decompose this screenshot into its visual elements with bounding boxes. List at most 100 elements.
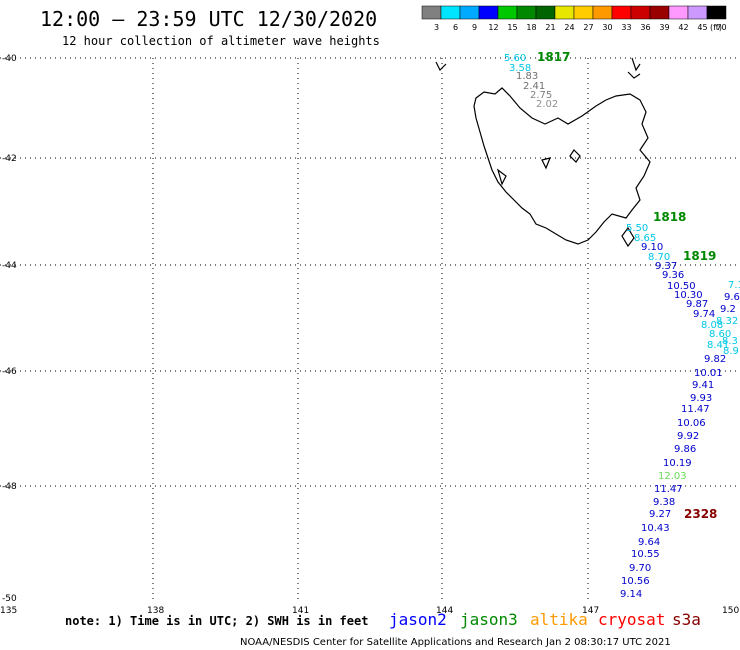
colorbar-swatch [573,5,594,20]
swh-value-label: 9.87 [686,299,708,310]
colorbar-label: 15 [507,23,517,32]
swh-value-label: 2.41 [523,81,545,92]
swh-value-label: 8.70 [648,252,670,263]
lat-label: -44 [2,261,17,271]
swh-value-label: 9.74 [693,309,715,320]
credit-line: NOAA/NESDIS Center for Satellite Applica… [240,637,671,648]
colorbar-label: 18 [526,23,536,32]
swh-value-label: 10.43 [641,523,670,534]
lat-label: -48 [2,482,17,492]
colorbar-swatch [516,5,537,20]
lon-label: 135 [0,606,17,616]
colorbar-swatch [611,5,632,20]
swh-value-label: 9.10 [641,242,663,253]
swh-value-label: 1.83 [516,71,538,82]
colorbar-label: 39 [659,23,669,32]
swh-value-label: 8.60 [709,329,731,340]
swh-value-label: 9.64 [638,537,660,548]
colorbar-swatch [478,5,499,20]
satellite-legend: jason2 jason3 altika cryosat s3a [389,610,701,629]
swh-value-label: 9.93 [690,393,712,404]
colorbar-label: 70 [716,23,726,32]
swh-value-label: 9.82 [704,354,726,365]
lat-label: -46 [2,367,17,377]
colorbar-swatch [706,5,727,20]
swh-value-label: 8.9 [723,346,739,357]
colorbar-label: 12 [488,23,498,32]
colorbar-swatch [668,5,689,20]
swh-value-label: 9.27 [649,509,671,520]
swh-value-label: 10.19 [663,458,692,469]
colorbar-label: 24 [564,23,574,32]
swh-value-label: 9.2 [720,304,736,315]
swh-value-label: 10.01 [694,368,723,379]
tasmania-coastline [435,57,651,248]
map-title: 12:00 – 23:59 UTC 12/30/2020 [40,7,377,31]
pass-id-label: 1817 [537,50,570,64]
swh-value-label: 10.06 [677,418,706,429]
lon-label: 150 [722,606,739,616]
swh-value-label: 9.37 [655,261,677,272]
swh-value-label: 9.14 [620,589,642,600]
lat-label: -50 [2,594,17,604]
colorbar-swatch [421,5,442,20]
colorbar-swatch [649,5,670,20]
colorbar-unit: (ft) [710,23,722,32]
colorbar-swatch [592,5,613,20]
swh-value-label: 9.92 [677,431,699,442]
colorbar-swatch [497,5,518,20]
swh-value-label: 8.3 [722,336,738,347]
lat-label: -42 [2,154,17,164]
lon-label: 144 [436,606,453,616]
pass-id-label: 1819 [683,249,716,263]
colorbar-swatch [630,5,651,20]
colorbar-label: 30 [602,23,612,32]
colorbar-label: 3 [434,23,439,32]
colorbar-label: 21 [545,23,555,32]
colorbar-label: 27 [583,23,593,32]
footer-note: note: 1) Time is in UTC; 2) SWH is in fe… [65,614,368,628]
colorbar-label: 42 [678,23,688,32]
color-scale-legend: 3 6 9 12 15 18 21 24 27 30 33 36 39 42 45 70(ft) [421,5,727,32]
colorbar-label: 9 [472,23,477,32]
colorbar-label: 6 [453,23,458,32]
swh-value-label: 11.47 [681,404,710,415]
colorbar-swatch [440,5,461,20]
swh-value-label: 10.56 [621,576,650,587]
swh-value-label: 7.1 [728,280,740,291]
swh-value-label: 10.55 [631,549,660,560]
lon-label: 138 [147,606,164,616]
satellite-legend-altika: altika [530,610,588,629]
swh-value-label: 8.08 [701,320,723,331]
swh-value-label: 9.86 [674,444,696,455]
lon-label: 147 [582,606,599,616]
swh-value-label: 8.32 [716,316,738,327]
satellite-legend-cryosat: cryosat [598,610,665,629]
swh-value-label: 8.65 [634,233,656,244]
swh-value-label: 10.30 [674,290,703,301]
colorbar-swatch [687,5,708,20]
colorbar-swatch [535,5,556,20]
satellite-legend-s3a: s3a [672,610,701,629]
swh-value-label: 9.36 [662,270,684,281]
pass-id-label: 2328 [684,507,717,521]
lon-label: 141 [292,606,309,616]
swh-value-label: 3.58 [509,63,531,74]
satellite-legend-jason3: jason3 [460,610,518,629]
satellite-legend-jason2: jason2 [389,610,447,629]
swh-value-label: 9.41 [692,380,714,391]
swh-value-label: 11.47 [654,484,683,495]
swh-value-label: 12.03 [658,471,687,482]
swh-value-label: 10.50 [667,281,696,292]
colorbar-label: 45 [697,23,707,32]
swh-value-label: 9.38 [653,497,675,508]
colorbar-swatch [459,5,480,20]
swh-value-label: 9.70 [629,563,651,574]
swh-value-label: 2.02 [536,99,558,110]
swh-value-label: 2.75 [530,90,552,101]
colorbar-swatch [554,5,575,20]
swh-value-label: 9.6 [724,292,740,303]
colorbar-label: 33 [621,23,631,32]
graticule [0,57,740,600]
